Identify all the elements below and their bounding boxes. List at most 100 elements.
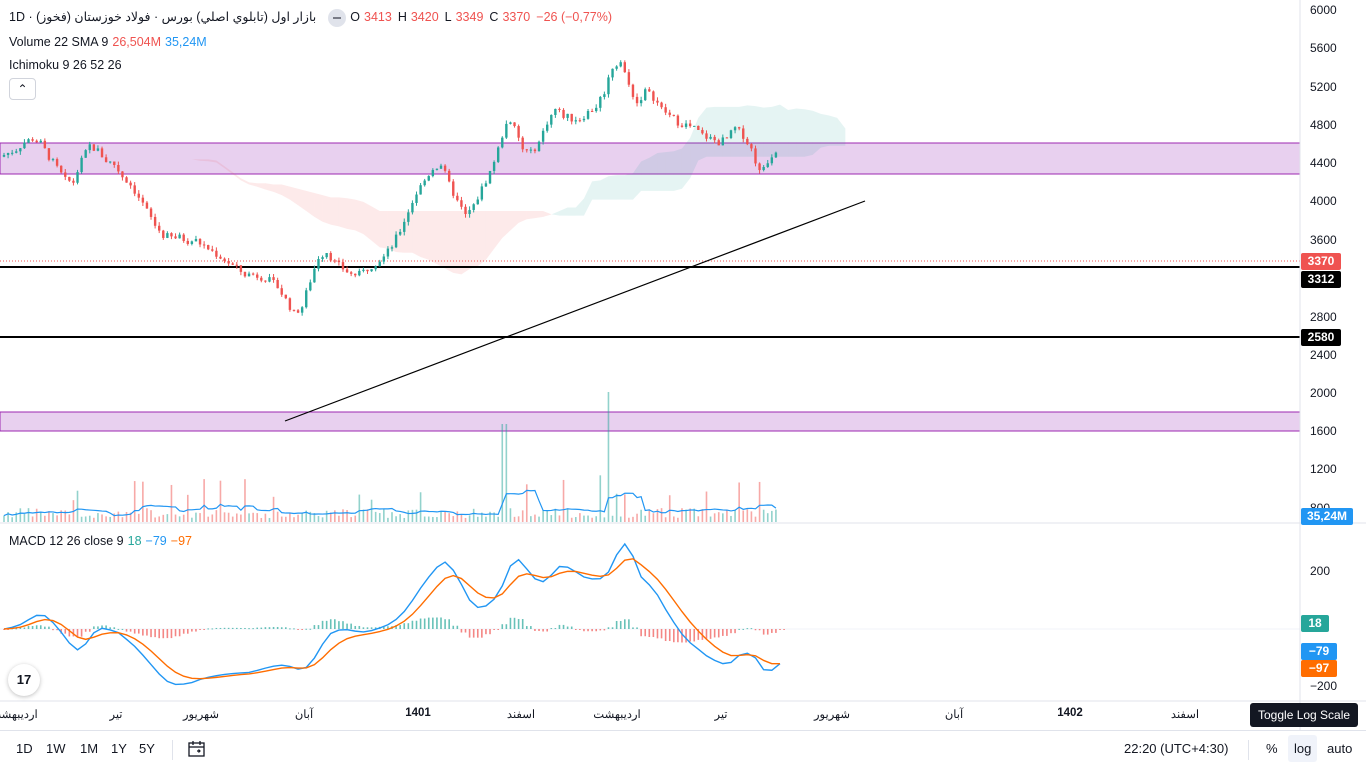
histogram-bar [305,628,308,630]
collapse-legend-button[interactable]: ⌃ [9,78,36,100]
histogram-bar [334,619,336,629]
log-scale-button[interactable]: log [1288,735,1318,762]
cloud-segment [600,176,609,200]
candle-body [648,89,651,92]
histogram-bar [280,627,283,629]
cloud-segment [616,175,625,200]
volume-bar [346,510,348,522]
cloud-segment [330,197,339,227]
range-button-1m[interactable]: 1M [80,741,99,756]
candle-body [219,256,222,259]
range-button-1y[interactable]: 1Y [111,741,127,756]
cloud-segment [289,186,299,206]
histogram-bar [276,626,279,629]
signal-tag: −97 [1301,660,1337,677]
candle-body [10,152,14,154]
range-button-1d[interactable]: 1D [16,741,33,756]
volume-bar [268,517,271,522]
histogram-bar [252,628,254,630]
time-tick: آبان [944,709,964,721]
candle-body [403,221,406,232]
candle-body [100,148,104,158]
histogram-bar [673,629,675,643]
last-price-tag: 3370 [1301,253,1341,270]
volume-bar [742,510,745,522]
histogram-bar [39,625,42,629]
date-range-icon[interactable] [188,741,205,757]
candle-body [133,185,136,194]
auto-scale-button[interactable]: auto [1327,741,1353,756]
range-button-5y[interactable]: 5Y [139,741,155,756]
trendline[interactable] [284,200,866,422]
chart-canvas[interactable] [0,0,1366,730]
time-tick: اردیبهشت [0,709,38,721]
time-tick: اسفند [1170,709,1200,721]
histogram-bar [742,628,745,630]
histogram-bar [35,625,38,629]
histogram-bar [129,629,132,632]
toolbar-divider [172,740,173,760]
histogram-bar [746,628,749,630]
candle-body [582,118,586,121]
histogram-bar [628,619,630,629]
histogram-bar [272,626,275,629]
time-tick: اسفند [506,709,536,721]
volume-bar [240,514,242,522]
percent-scale-button[interactable]: % [1266,741,1278,756]
cloud-segment [387,210,397,252]
histogram-bar [3,629,5,630]
volume-bar [182,514,185,522]
volume-legend[interactable]: Volume 22 SMA 9 26,504M 35,24M [9,35,211,49]
range-button-1w[interactable]: 1W [46,741,66,756]
histogram-bar [191,629,193,632]
candle-body [668,112,671,115]
resistance-zone[interactable] [0,142,1301,175]
macd-legend[interactable]: MACD 12 26 close 9 18 −79 −97 [9,534,196,548]
candle-body [652,91,655,101]
candle-body [688,123,692,127]
histogram-bar [689,629,691,642]
volume-bar [705,491,708,522]
histogram-bar [370,627,373,629]
cloud-segment [347,198,356,231]
cloud-segment [551,210,560,216]
cloud-segment [363,201,372,241]
volume-bar [636,513,638,522]
cloud-segment [624,173,633,200]
volume-bar [297,514,299,522]
candle-body [341,262,345,270]
volume-bar [407,510,410,522]
candle-body [178,234,181,239]
volume-bar [244,479,246,522]
histogram-bar [517,619,520,629]
histogram-bar [766,629,769,635]
candle-body [386,248,390,257]
histogram-bar [260,627,263,629]
support-zone[interactable] [0,411,1301,432]
candle-body [88,144,91,151]
ichimoku-legend[interactable]: Ichimoku 9 26 52 26 [9,58,126,72]
histogram-bar [783,629,785,630]
volume-bar [374,511,377,522]
cloud-segment [420,210,429,260]
volume-bar [464,517,467,522]
volume-bar [579,513,581,522]
signal-line [3,558,781,680]
price-tick: 5200 [1310,80,1337,94]
tradingview-logo-icon[interactable]: 17 [8,664,40,696]
volume-bar [530,516,532,522]
volume-bar [722,513,724,522]
histogram-bar [76,629,79,637]
candle-body [305,290,308,308]
symbol-title[interactable]: بازار اول (تابلوي اصلي) بورس · فولاد خوز… [9,10,317,25]
candle-body [550,114,553,125]
histogram-bar [80,629,83,637]
time-tick: تیر [109,709,123,721]
histogram-bar [636,627,638,629]
volume-bar [27,508,30,522]
histogram-bar [93,626,95,629]
histogram-bar [619,620,622,629]
cloud-segment [722,106,731,157]
timezone-button[interactable]: 22:20 (UTC+4:30) [1124,741,1229,756]
histogram-bar [264,627,267,629]
